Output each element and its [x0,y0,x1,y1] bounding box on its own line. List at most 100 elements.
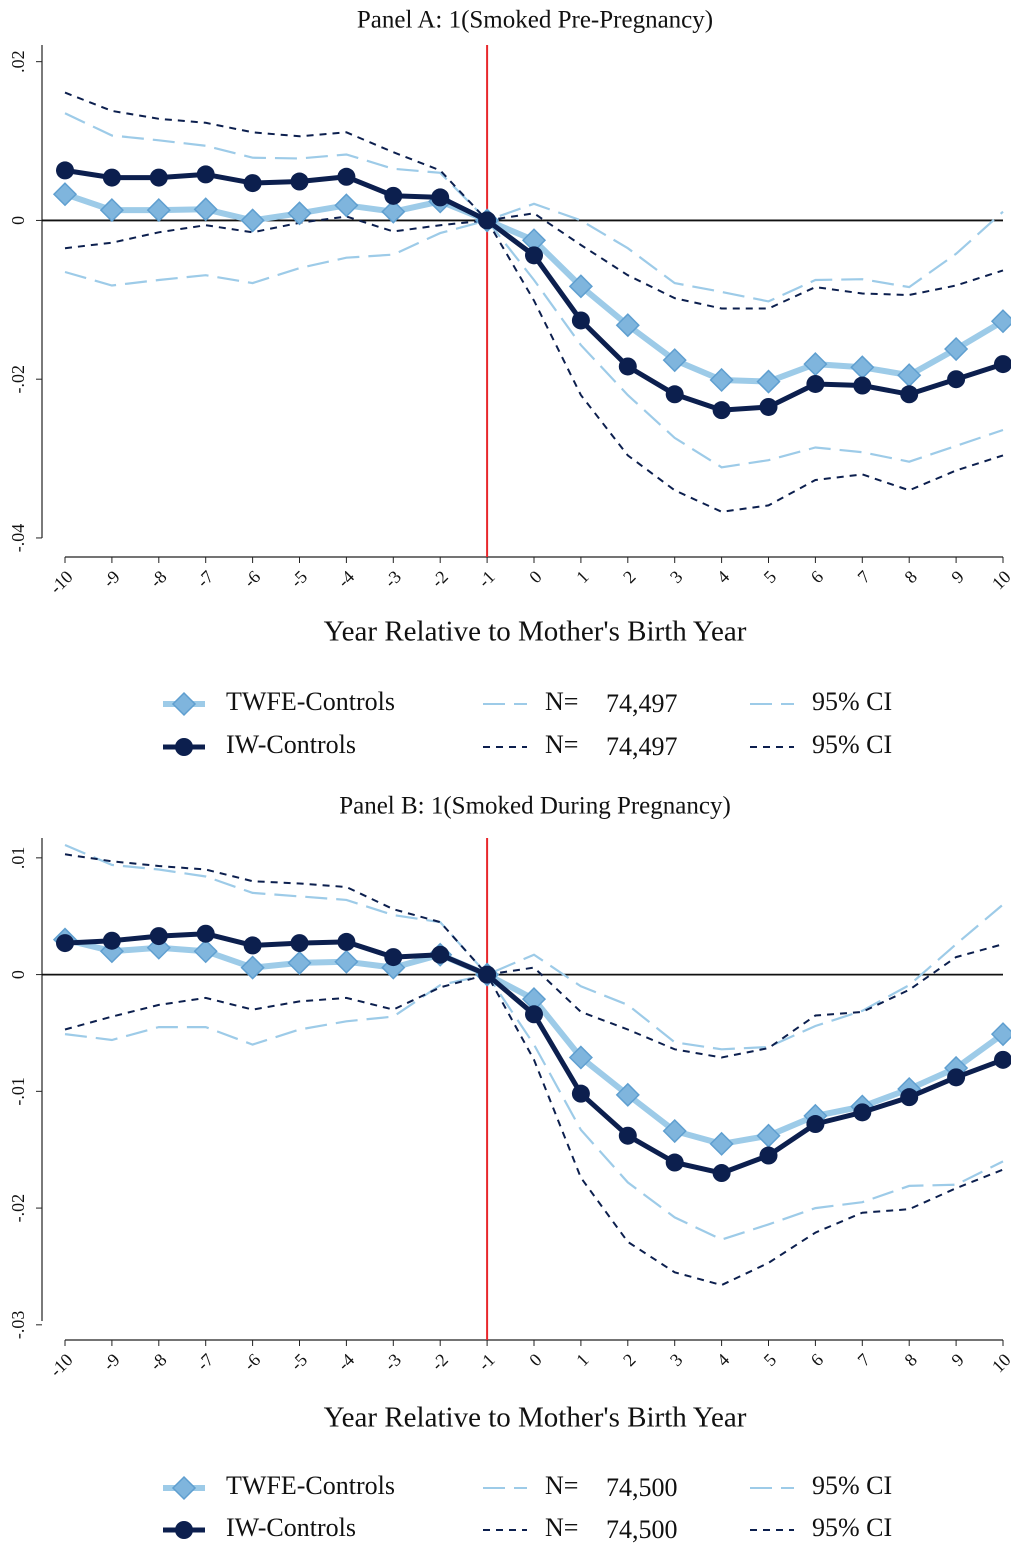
marker [900,1088,919,1107]
marker [334,193,359,218]
x-tick-label: -5 [286,567,311,592]
ci-line [64,219,1004,469]
x-tick-label: 3 [666,567,687,588]
x-tick-label: -2 [427,1350,452,1375]
legend-label: IW-Controls [226,730,356,759]
x-tick-label: 7 [854,1350,875,1371]
marker [850,355,875,380]
marker [615,313,640,338]
marker [99,198,124,223]
legend-label: TWFE-Controls [226,687,395,716]
x-tick-label: -8 [146,1350,171,1375]
x-tick-label: 0 [525,1350,546,1371]
marker [287,950,312,975]
marker [944,336,969,362]
marker [102,168,121,187]
x-tick-label: -5 [286,1350,311,1375]
x-tick-label: -3 [380,567,405,592]
marker [337,167,356,186]
marker [334,949,359,974]
x-tick-label: 5 [760,1350,781,1371]
x-tick-label: -9 [99,1350,124,1375]
marker [196,924,215,943]
legend-ci-label: 95% CI [812,1471,892,1500]
marker [193,197,218,222]
legend-n: 74,500 [606,1515,678,1544]
marker [240,208,265,233]
marker [384,186,403,205]
marker [615,1082,640,1107]
marker [149,927,168,946]
marker [478,211,497,230]
marker [243,174,262,193]
legend-marker [171,1475,197,1501]
marker [193,939,218,964]
marker [709,367,734,393]
marker [52,182,78,207]
legend-n: 74,497 [606,689,678,718]
ci-line [64,853,1004,1059]
marker [618,1126,637,1145]
x-tick-label: 4 [713,567,734,588]
marker [756,1123,781,1148]
x-tick-label: -2 [427,567,452,592]
y-tick-label: 0 [8,970,28,979]
x-tick-label: 10 [988,1350,1011,1377]
x-axis-label: Year Relative to Mother's Birth Year [324,616,747,648]
y-tick-label: -.02 [8,365,28,394]
legend-ci-label: 95% CI [812,730,892,759]
legend-ci-label: 95% CI [812,1513,892,1542]
x-tick-label: 6 [807,1350,828,1371]
legend-n: 74,497 [606,732,678,761]
marker [431,945,450,964]
marker [947,1068,966,1087]
x-tick-label: 8 [900,567,921,588]
marker [478,965,497,984]
marker [56,161,74,180]
x-tick-label: -4 [333,1350,358,1375]
marker [568,1045,593,1070]
marker [803,352,828,377]
marker [947,370,966,389]
marker [149,168,168,187]
marker [146,198,171,223]
x-tick-label: -10 [46,567,77,598]
y-tick-label: -.04 [8,524,28,553]
ci-line [64,973,1004,1241]
x-tick-label: -1 [474,567,499,592]
x-tick-label: 8 [900,1350,921,1371]
panel-title: Panel A: 1(Smoked Pre-Pregnancy) [357,7,713,34]
marker [290,934,309,953]
marker [196,165,215,184]
x-tick-label: 5 [760,567,781,588]
marker [240,955,265,980]
marker [571,1084,590,1103]
x-tick-label: -6 [240,567,265,592]
x-tick-label: -7 [193,567,218,592]
marker [900,385,919,404]
legend-label: IW-Controls [226,1513,356,1542]
marker [571,311,590,330]
panel: Panel B: 1(Smoked During Pregnancy)-.03-… [8,793,1011,1544]
marker [56,934,74,953]
x-tick-label: 2 [619,567,640,588]
marker [290,172,309,191]
y-tick-label: .01 [8,847,28,870]
series-line [64,931,1004,1176]
marker [102,931,121,950]
marker [759,1146,778,1165]
x-tick-label: 7 [854,567,875,588]
x-tick-label: -1 [474,1350,499,1375]
marker [806,1115,825,1134]
marker [665,385,684,404]
legend-marker [175,1521,193,1539]
ci-line [64,112,1004,303]
marker [243,936,262,955]
marker [665,1153,684,1172]
marker [287,201,312,226]
marker [709,1131,734,1156]
ci-line [64,91,1004,310]
marker [337,932,356,951]
legend-n-label: N= [545,730,578,759]
